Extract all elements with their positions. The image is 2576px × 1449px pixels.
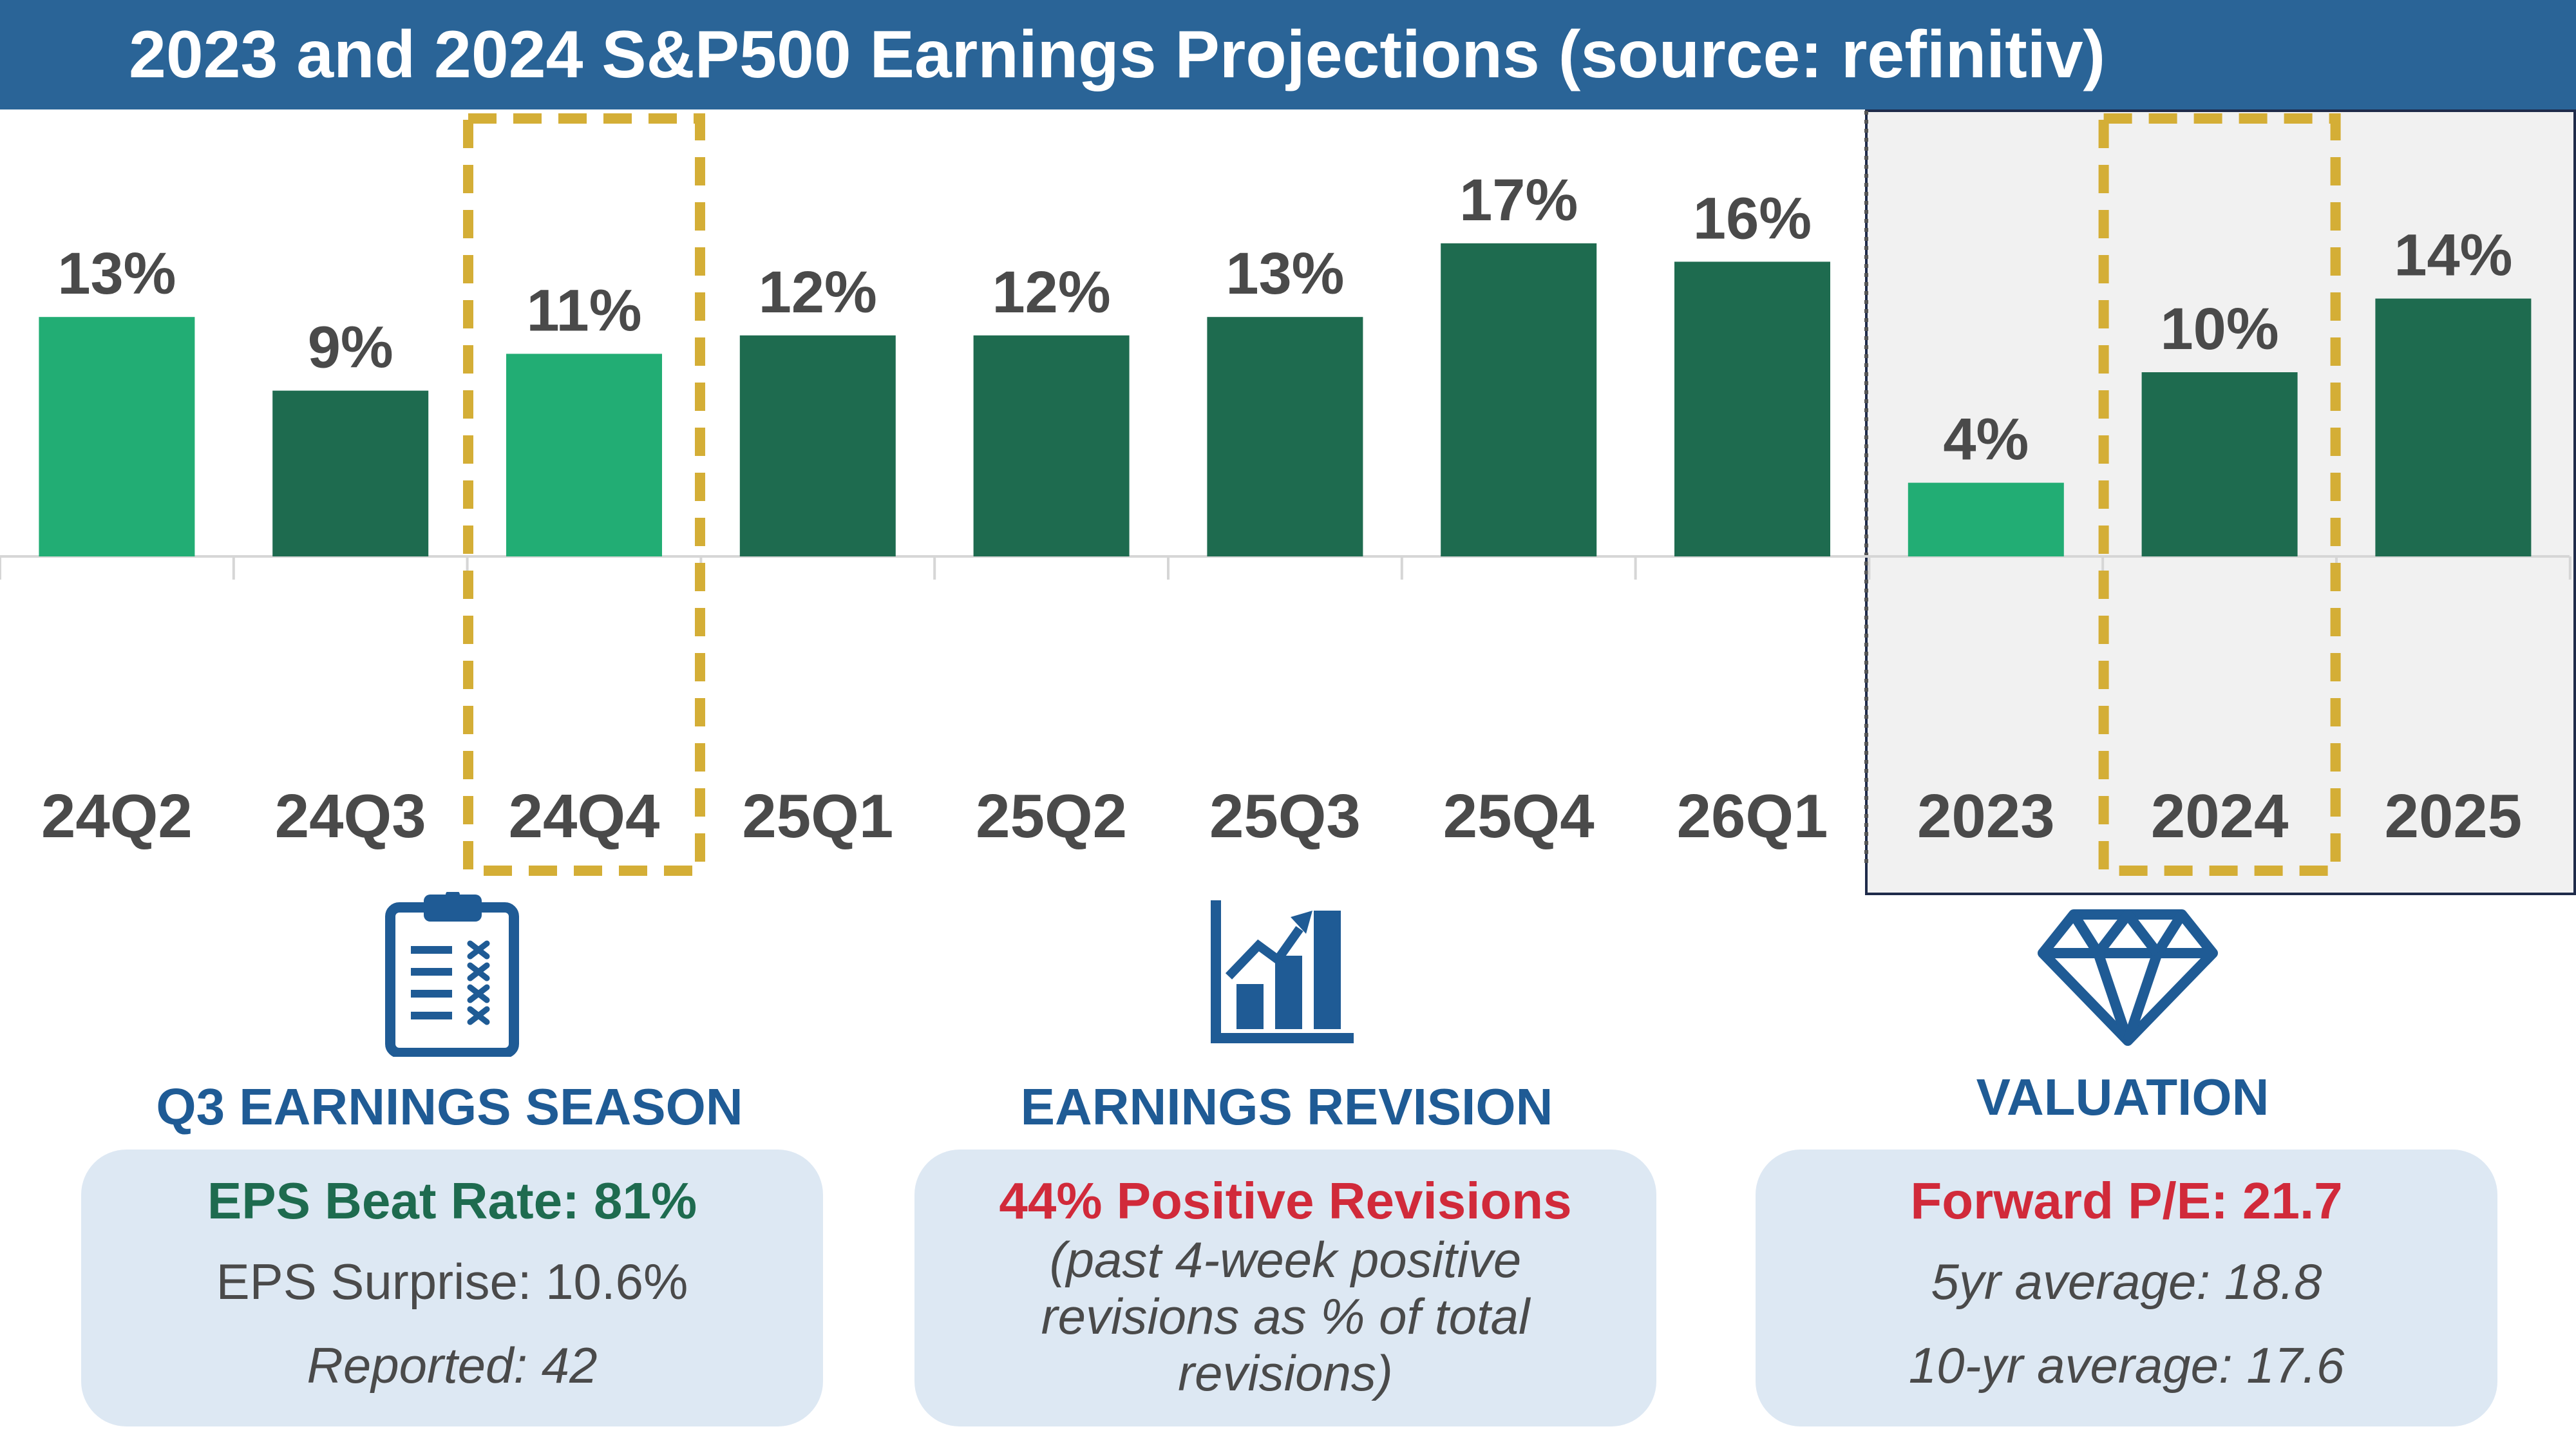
highlight-box-24Q4: [463, 113, 705, 876]
category-label-24Q4: 24Q4: [509, 782, 660, 851]
section-title-earnings-season: Q3 EARNINGS SEASON: [156, 1078, 743, 1135]
earnings-growth-chart: 13% 9% 11% 12% 12% 13% 17% 16% 4% 10% 14% 24Q2 24Q3…: [0, 109, 2576, 895]
data-label-25Q2: 12%: [992, 260, 1111, 325]
category-labels-group: 24Q2 24Q3 24Q4 25Q1 25Q2 25Q3 25Q4 26Q1 2023 2024…: [41, 782, 2522, 851]
data-label-26Q1: 16%: [1693, 185, 1812, 251]
bar-25Q1: [739, 335, 896, 556]
category-label-24Q3: 24Q3: [275, 782, 426, 851]
category-label-2024: 2024: [2151, 782, 2289, 851]
data-label-25Q4: 17%: [1459, 167, 1578, 233]
data-label-25Q1: 12%: [759, 260, 877, 325]
data-label-24Q4: 11%: [526, 278, 641, 343]
category-label-24Q2: 24Q2: [41, 782, 193, 851]
section-title-earnings-revision: EARNINGS REVISION: [1020, 1078, 1553, 1135]
data-label-25Q3: 13%: [1226, 241, 1344, 307]
eps-surprise: EPS Surprise: 10.6%: [216, 1253, 688, 1310]
category-label-26Q1: 26Q1: [1677, 782, 1828, 851]
data-label-2023: 4%: [1943, 407, 2029, 473]
bar-2023: [1908, 482, 2064, 556]
data-label-24Q3: 9%: [308, 315, 393, 381]
bar-25Q3: [1207, 317, 1363, 556]
category-label-25Q4: 25Q4: [1443, 782, 1595, 851]
bar-24Q4: [506, 354, 662, 556]
bars-group: [39, 243, 2532, 556]
valuation-card: Forward P/E: 21.7 5yr average: 18.8 10-y…: [1756, 1150, 2497, 1426]
bar-2024: [2141, 372, 2298, 556]
five-year-average: 5yr average: 18.8: [1931, 1253, 2322, 1310]
page-title: 2023 and 2024 S&P500 Earnings Projection…: [129, 17, 2106, 92]
earnings-revision-card: 44% Positive Revisions (past 4-week posi…: [914, 1150, 1656, 1426]
bar-24Q2: [39, 317, 195, 556]
bar-25Q4: [1441, 243, 1597, 556]
highlight-boxes-group: [463, 113, 2341, 876]
bar-24Q3: [272, 390, 429, 556]
eps-beat-rate: EPS Beat Rate: 81%: [207, 1172, 697, 1229]
revision-note-line-1: (past 4-week positive: [1049, 1231, 1522, 1288]
bar-chart-rising-icon: [1211, 900, 1354, 1043]
highlight-box-2024: [2098, 113, 2341, 876]
category-label-2025: 2025: [2385, 782, 2523, 851]
positive-revisions: 44% Positive Revisions: [999, 1172, 1572, 1229]
forward-pe: Forward P/E: 21.7: [1910, 1172, 2343, 1229]
clipboard-checklist-icon: [385, 892, 519, 1057]
earnings-season-card: EPS Beat Rate: 81% EPS Surprise: 10.6% R…: [81, 1150, 823, 1426]
bar-2025: [2375, 298, 2532, 556]
ten-year-average: 10-yr average: 17.6: [1908, 1337, 2345, 1394]
bar-26Q1: [1674, 261, 1830, 556]
revision-note-line-3: revisions): [1178, 1345, 1393, 1401]
data-label-24Q2: 13%: [57, 241, 176, 307]
data-label-2024: 10%: [2161, 296, 2279, 362]
category-label-2023: 2023: [1917, 782, 2055, 851]
bar-25Q2: [973, 335, 1130, 556]
category-label-25Q1: 25Q1: [742, 782, 893, 851]
diamond-icon: [2038, 909, 2218, 1046]
reported-count: Reported: 42: [307, 1337, 598, 1394]
title-bar: 2023 and 2024 S&P500 Earnings Projection…: [0, 0, 2576, 109]
data-labels-group: 13% 9% 11% 12% 12% 13% 17% 16% 4% 10% 14%: [57, 167, 2512, 473]
section-title-valuation: VALUATION: [1976, 1068, 2269, 1126]
category-label-25Q2: 25Q2: [976, 782, 1127, 851]
data-label-2025: 14%: [2394, 223, 2512, 289]
revision-note-line-2: revisions as % of total: [1041, 1288, 1530, 1345]
category-label-25Q3: 25Q3: [1209, 782, 1361, 851]
